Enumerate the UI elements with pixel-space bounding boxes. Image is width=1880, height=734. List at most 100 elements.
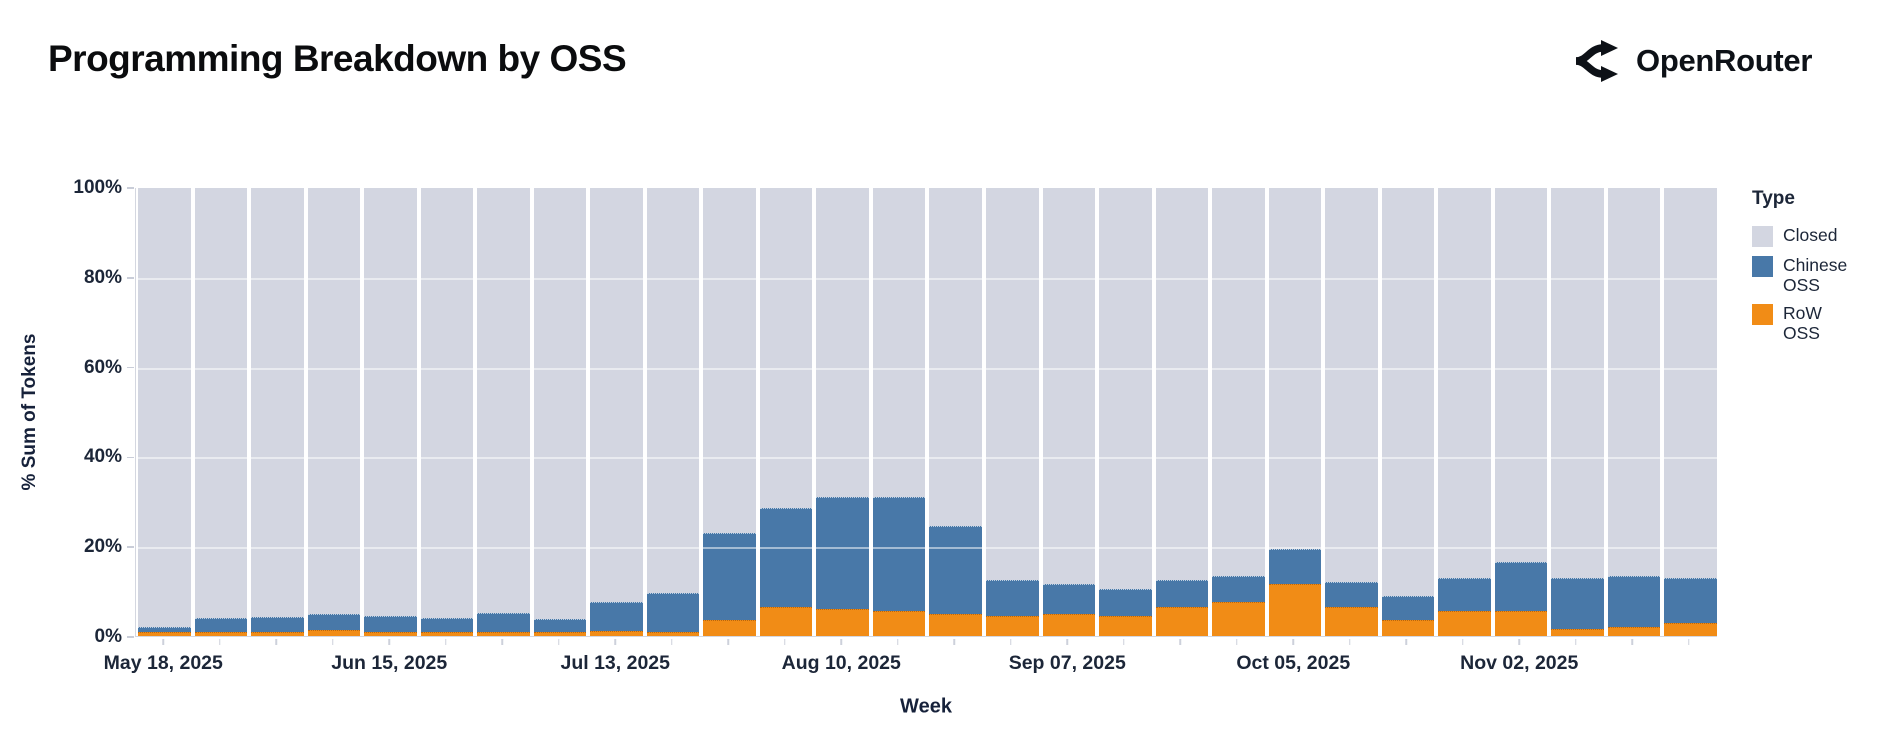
seg-closed-segment — [1551, 188, 1604, 578]
seg-cn-segment — [194, 618, 248, 632]
x-tick-label-oct-05-2025: Oct 05, 2025 — [1236, 652, 1351, 674]
x-tick-mark — [1405, 639, 1407, 645]
y-tick-mark — [127, 636, 134, 638]
x-tick-mark — [1292, 639, 1294, 645]
seg-cn-segment — [477, 612, 530, 632]
bar-week-jun-22-2025[interactable] — [420, 188, 474, 636]
y-tick-mark — [127, 456, 134, 459]
bar-stack-container — [136, 188, 1717, 636]
bar-week-jul-13-2025[interactable] — [590, 188, 643, 636]
bar-week-nov-09-2025[interactable] — [1551, 188, 1604, 636]
seg-closed-segment — [1381, 188, 1435, 596]
bar-week-may-18-2025[interactable] — [138, 188, 191, 636]
x-tick-label-sep-07-2025: Sep 07, 2025 — [1008, 652, 1126, 674]
seg-cn-segment — [1042, 584, 1096, 614]
seg-cn-segment — [703, 532, 756, 621]
bar-week-sep-07-2025[interactable] — [1042, 188, 1096, 636]
seg-cn-segment — [1212, 575, 1265, 603]
seg-row-segment — [533, 631, 587, 636]
bar-week-jul-27-2025[interactable] — [703, 188, 756, 636]
bar-week-nov-02-2025[interactable] — [1494, 188, 1548, 636]
seg-cn-segment — [1325, 582, 1378, 607]
seg-closed-segment — [420, 188, 474, 619]
bar-week-aug-24-2025[interactable] — [929, 188, 982, 636]
seg-cn-segment — [1381, 595, 1435, 621]
x-tick-mark — [1688, 639, 1690, 645]
x-axis-title: Week — [900, 695, 952, 718]
y-tick-label-60: 60% — [83, 356, 122, 378]
seg-cn-segment — [759, 508, 813, 607]
seg-row-segment — [138, 632, 191, 636]
seg-closed-segment — [477, 188, 530, 613]
bar-week-jun-08-2025[interactable] — [307, 188, 361, 636]
bar-week-nov-16-2025[interactable] — [1607, 188, 1661, 636]
seg-cn-segment — [929, 526, 982, 614]
seg-row-segment — [307, 630, 361, 636]
x-tick-mark — [1123, 639, 1125, 645]
bar-week-jul-06-2025[interactable] — [533, 188, 587, 636]
brand-logo: OpenRouter — [1572, 36, 1812, 86]
seg-row-segment — [194, 631, 248, 636]
y-tick-label-20: 20% — [83, 536, 122, 558]
seg-row-segment — [1212, 602, 1265, 636]
seg-row-segment — [1438, 611, 1491, 636]
seg-closed-segment — [590, 188, 643, 603]
seg-cn-segment — [1268, 548, 1322, 585]
y-tick-label-0: 0% — [94, 626, 122, 647]
x-tick-label-nov-02-2025: Nov 02, 2025 — [1460, 652, 1579, 674]
bar-week-aug-31-2025[interactable] — [985, 188, 1039, 636]
bar-week-nov-23-2025[interactable] — [1664, 188, 1717, 636]
seg-row-segment — [1325, 606, 1378, 636]
bar-week-aug-17-2025[interactable] — [872, 188, 926, 636]
legend-item-chinese-oss: Chinese OSS — [1752, 255, 1872, 295]
bar-week-sep-21-2025[interactable] — [1155, 188, 1209, 636]
seg-row-segment — [985, 615, 1039, 636]
seg-row-segment — [364, 631, 417, 636]
bar-week-sep-14-2025[interactable] — [1099, 188, 1152, 636]
bar-week-jun-15-2025[interactable] — [364, 188, 417, 636]
seg-row-segment — [1494, 611, 1548, 636]
x-tick-mark — [162, 639, 164, 645]
x-tick-label-may-18-2025: May 18, 2025 — [103, 652, 223, 674]
seg-closed-segment — [364, 188, 417, 616]
y-tick-mark — [127, 366, 134, 369]
bar-week-sep-28-2025[interactable] — [1212, 188, 1265, 636]
seg-row-segment — [1664, 623, 1717, 636]
seg-closed-segment — [1664, 188, 1717, 578]
bar-week-oct-12-2025[interactable] — [1325, 188, 1378, 636]
page-title: Programming Breakdown by OSS — [48, 38, 627, 79]
bar-week-may-25-2025[interactable] — [194, 188, 248, 636]
x-tick-mark — [1518, 639, 1520, 645]
x-tick-label-jul-13-2025: Jul 13, 2025 — [560, 652, 671, 674]
seg-closed-segment — [872, 188, 926, 498]
seg-row-segment — [1607, 627, 1661, 636]
seg-closed-segment — [1155, 188, 1209, 580]
x-tick-mark — [1462, 639, 1464, 645]
x-tick-mark — [784, 639, 786, 645]
seg-row-segment — [1099, 615, 1152, 636]
x-tick-mark — [332, 639, 334, 645]
bar-week-oct-26-2025[interactable] — [1438, 188, 1491, 636]
x-tick-mark — [388, 639, 390, 645]
plot-area — [135, 188, 1717, 637]
bar-week-aug-10-2025[interactable] — [816, 188, 869, 636]
row-oss-swatch — [1752, 304, 1773, 326]
legend-label-closed: Closed — [1783, 225, 1838, 245]
bar-week-oct-05-2025[interactable] — [1268, 188, 1322, 636]
seg-closed-segment — [1212, 188, 1265, 576]
bar-week-aug-03-2025[interactable] — [759, 188, 813, 636]
bar-week-jul-20-2025[interactable] — [646, 188, 700, 636]
y-tick-label-40: 40% — [83, 446, 122, 468]
bar-week-jun-01-2025[interactable] — [251, 188, 304, 636]
y-tick-mark — [127, 277, 134, 279]
bar-week-jun-29-2025[interactable] — [477, 188, 530, 636]
x-tick-mark — [1631, 639, 1633, 645]
seg-closed-segment — [929, 188, 982, 527]
seg-closed-segment — [138, 188, 191, 628]
x-tick-mark — [897, 639, 899, 645]
bar-week-oct-19-2025[interactable] — [1381, 188, 1435, 636]
y-tick-mark — [127, 187, 134, 189]
seg-closed-segment — [1325, 188, 1378, 583]
seg-closed-segment — [1438, 188, 1491, 578]
seg-cn-segment — [251, 617, 304, 632]
